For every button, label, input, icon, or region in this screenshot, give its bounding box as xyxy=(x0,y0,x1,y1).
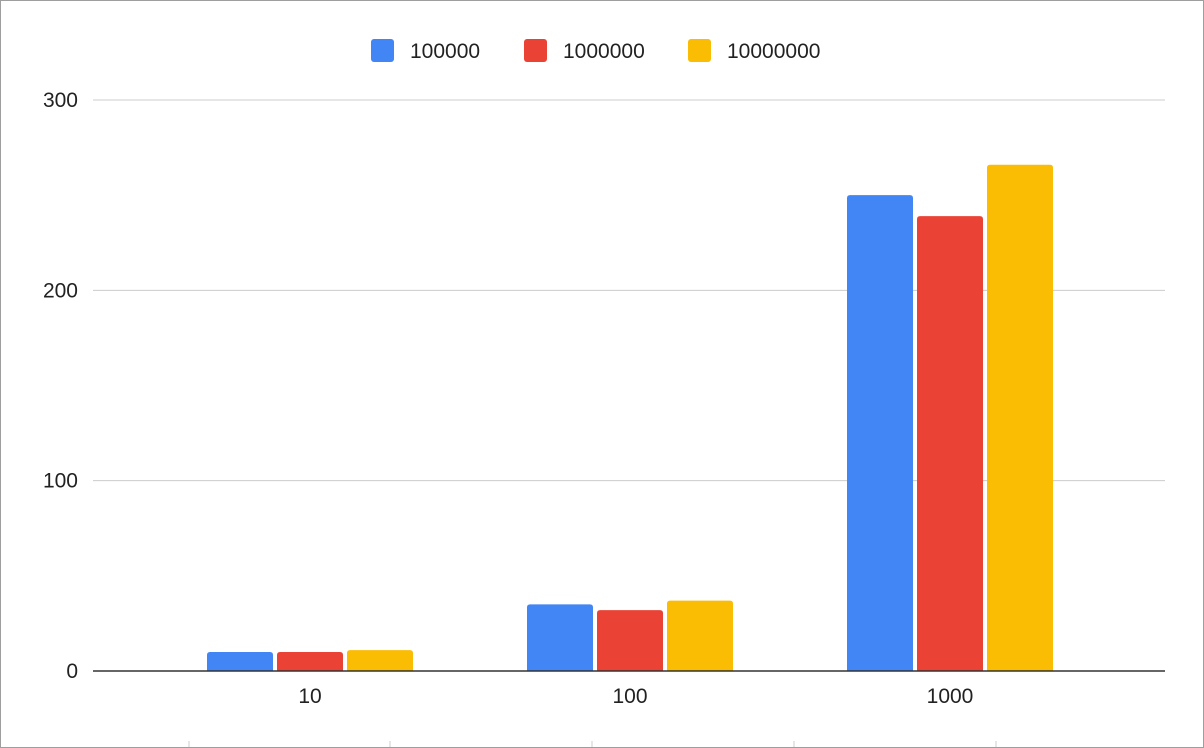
bar-1000000-10 xyxy=(277,651,343,671)
bar-1000000-100 xyxy=(597,610,663,671)
bars xyxy=(207,164,1053,672)
legend-swatch xyxy=(371,39,394,62)
bar-1000000-1000 xyxy=(917,216,983,671)
x-axis xyxy=(93,670,1165,747)
legend-label: 100000 xyxy=(410,40,480,63)
bar-10000000-10 xyxy=(347,650,413,671)
bar-10000000-100 xyxy=(667,600,733,671)
legend-swatch xyxy=(688,39,711,62)
x-tick-label: 1000 xyxy=(927,685,974,708)
legend-item-1000000: 1000000 xyxy=(524,39,645,63)
gridlines xyxy=(93,99,1165,482)
y-tick-label: 0 xyxy=(66,660,78,683)
legend: 100000 1000000 10000000 xyxy=(371,39,820,63)
legend-label: 10000000 xyxy=(727,40,820,63)
legend-swatch xyxy=(524,39,547,62)
bar-100000-10 xyxy=(207,651,273,671)
x-tick-label: 100 xyxy=(612,685,647,708)
bar-10000000-1000 xyxy=(987,164,1053,672)
y-axis-ticks: 0 100 200 300 xyxy=(43,89,78,683)
legend-item-100000: 100000 xyxy=(371,39,480,63)
y-tick-label: 300 xyxy=(43,89,78,112)
bar-100000-1000 xyxy=(847,195,913,671)
y-tick-label: 200 xyxy=(43,279,78,302)
x-tick-label: 10 xyxy=(298,685,321,708)
legend-label: 1000000 xyxy=(563,40,645,63)
y-tick-label: 100 xyxy=(43,470,78,493)
bar-100000-100 xyxy=(527,604,593,671)
x-axis-ticks: 10 100 1000 xyxy=(298,685,973,708)
legend-item-10000000: 10000000 xyxy=(688,39,820,63)
